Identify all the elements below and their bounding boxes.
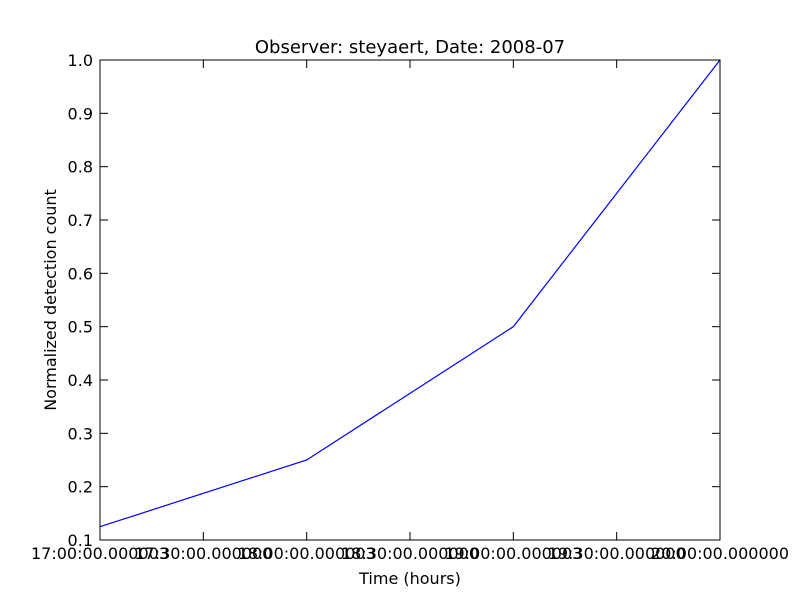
series-group	[99, 59, 721, 528]
series-line	[99, 59, 721, 528]
y-tick-label: 0.9	[68, 104, 93, 123]
y-tick-label: 0.4	[68, 371, 93, 390]
y-tick-label: 0.3	[68, 424, 93, 443]
x-axis-label: Time (hours)	[358, 569, 461, 588]
y-axis-label: Normalized detection count	[41, 189, 60, 411]
plot-frame	[99, 59, 721, 541]
y-tick-label: 1.0	[68, 51, 93, 70]
x-tick-label: 18:00:00.000003	[238, 544, 376, 563]
data-point	[512, 326, 514, 328]
x-tick-label: 18:30:00.000000	[341, 544, 479, 563]
y-tick-label: 0.6	[68, 264, 93, 283]
x-tick-label: 17:30:00.000000	[134, 544, 272, 563]
x-tick-label: 20:00:00.000000	[651, 544, 789, 563]
x-tick-label: 17:00:00.000003	[31, 544, 169, 563]
y-tick-label: 0.8	[68, 158, 93, 177]
ticks-group	[99, 59, 721, 541]
chart-title: Observer: steyaert, Date: 2008-07	[255, 37, 565, 58]
x-tick-label: 19:00:00.000003	[444, 544, 582, 563]
tick-labels-group: 17:00:00.00000317:30:00.00000018:00:00.0…	[31, 51, 789, 563]
y-tick-label: 0.7	[68, 211, 93, 230]
y-tick-label: 0.1	[68, 531, 93, 550]
data-point	[306, 459, 308, 461]
y-tick-label: 0.5	[68, 318, 93, 337]
x-tick-label: 19:30:00.000000	[548, 544, 686, 563]
y-tick-label: 0.2	[68, 478, 93, 497]
